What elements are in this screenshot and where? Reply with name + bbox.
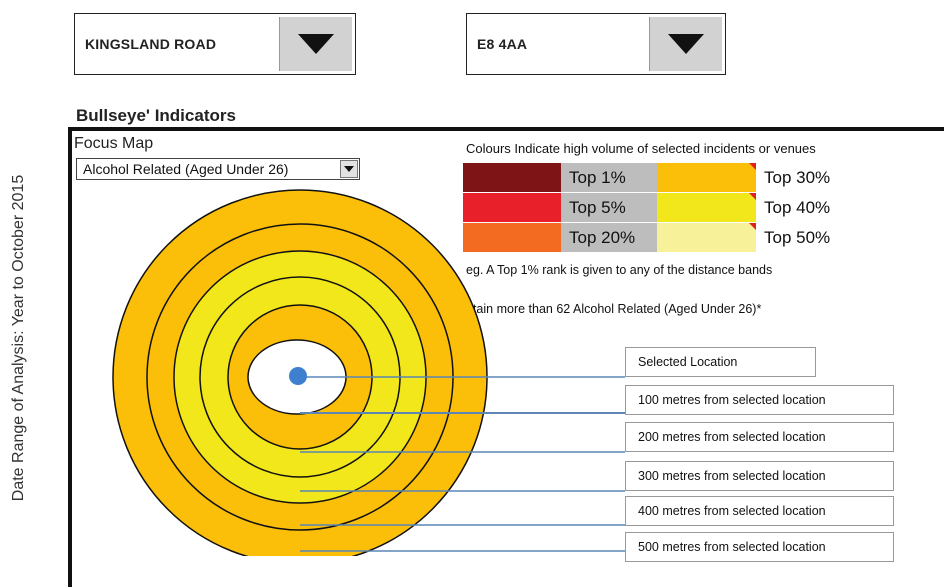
band-label-100m: 100 metres from selected location <box>625 385 894 415</box>
legend-label-top-40: Top 40% <box>764 197 831 217</box>
street-combo-value: KINGSLAND ROAD <box>85 36 217 52</box>
legend-label-top-20: Top 20% <box>561 223 657 252</box>
street-combo[interactable]: KINGSLAND ROAD <box>74 13 356 75</box>
legend-swatch-top-40 <box>657 193 756 222</box>
legend-note-line-1: eg. A Top 1% rank is given to any of the… <box>466 263 773 277</box>
focus-map-select-button[interactable] <box>340 160 358 178</box>
legend-label-top-50: Top 50% <box>764 227 831 247</box>
postcode-combo[interactable]: E8 4AA <box>466 13 726 75</box>
bullseye-panel <box>68 127 944 587</box>
triangle-down-icon <box>668 34 704 54</box>
postcode-combo-dropdown-button[interactable] <box>649 17 722 71</box>
focus-map-select-value: Alcohol Related (Aged Under 26) <box>83 161 289 177</box>
chevron-down-icon <box>344 166 354 172</box>
focus-map-title: Focus Map <box>74 135 154 152</box>
band-label-300m: 300 metres from selected location <box>625 461 894 491</box>
selected-location-marker <box>289 367 307 385</box>
legend-swatch-top-50 <box>657 223 756 252</box>
band-label-500m: 500 metres from selected location <box>625 532 894 562</box>
bullseye-diagram <box>112 189 625 556</box>
street-combo-dropdown-button[interactable] <box>279 17 352 71</box>
section-title: Bullseye' Indicators <box>76 106 236 125</box>
postcode-combo-value: E8 4AA <box>477 36 528 52</box>
legend-label-top-5: Top 5% <box>561 193 657 222</box>
legend-heading: Colours Indicate high volume of selected… <box>466 141 816 156</box>
band-label-selected: Selected Location <box>625 347 816 377</box>
legend-swatch-top-30 <box>657 163 756 192</box>
legend-swatch-top-5 <box>463 193 561 222</box>
legend-swatch-top-1 <box>463 163 561 192</box>
legend-note-line-2: ntain more than 62 Alcohol Related (Aged… <box>466 302 762 316</box>
legend-swatch-top-20 <box>463 223 561 252</box>
band-label-200m: 200 metres from selected location <box>625 422 894 452</box>
legend-label-top-30: Top 30% <box>764 167 831 187</box>
band-label-400m: 400 metres from selected location <box>625 496 894 526</box>
triangle-down-icon <box>298 34 334 54</box>
legend-label-top-1: Top 1% <box>561 163 657 192</box>
focus-map-select[interactable]: Alcohol Related (Aged Under 26) <box>76 158 360 180</box>
